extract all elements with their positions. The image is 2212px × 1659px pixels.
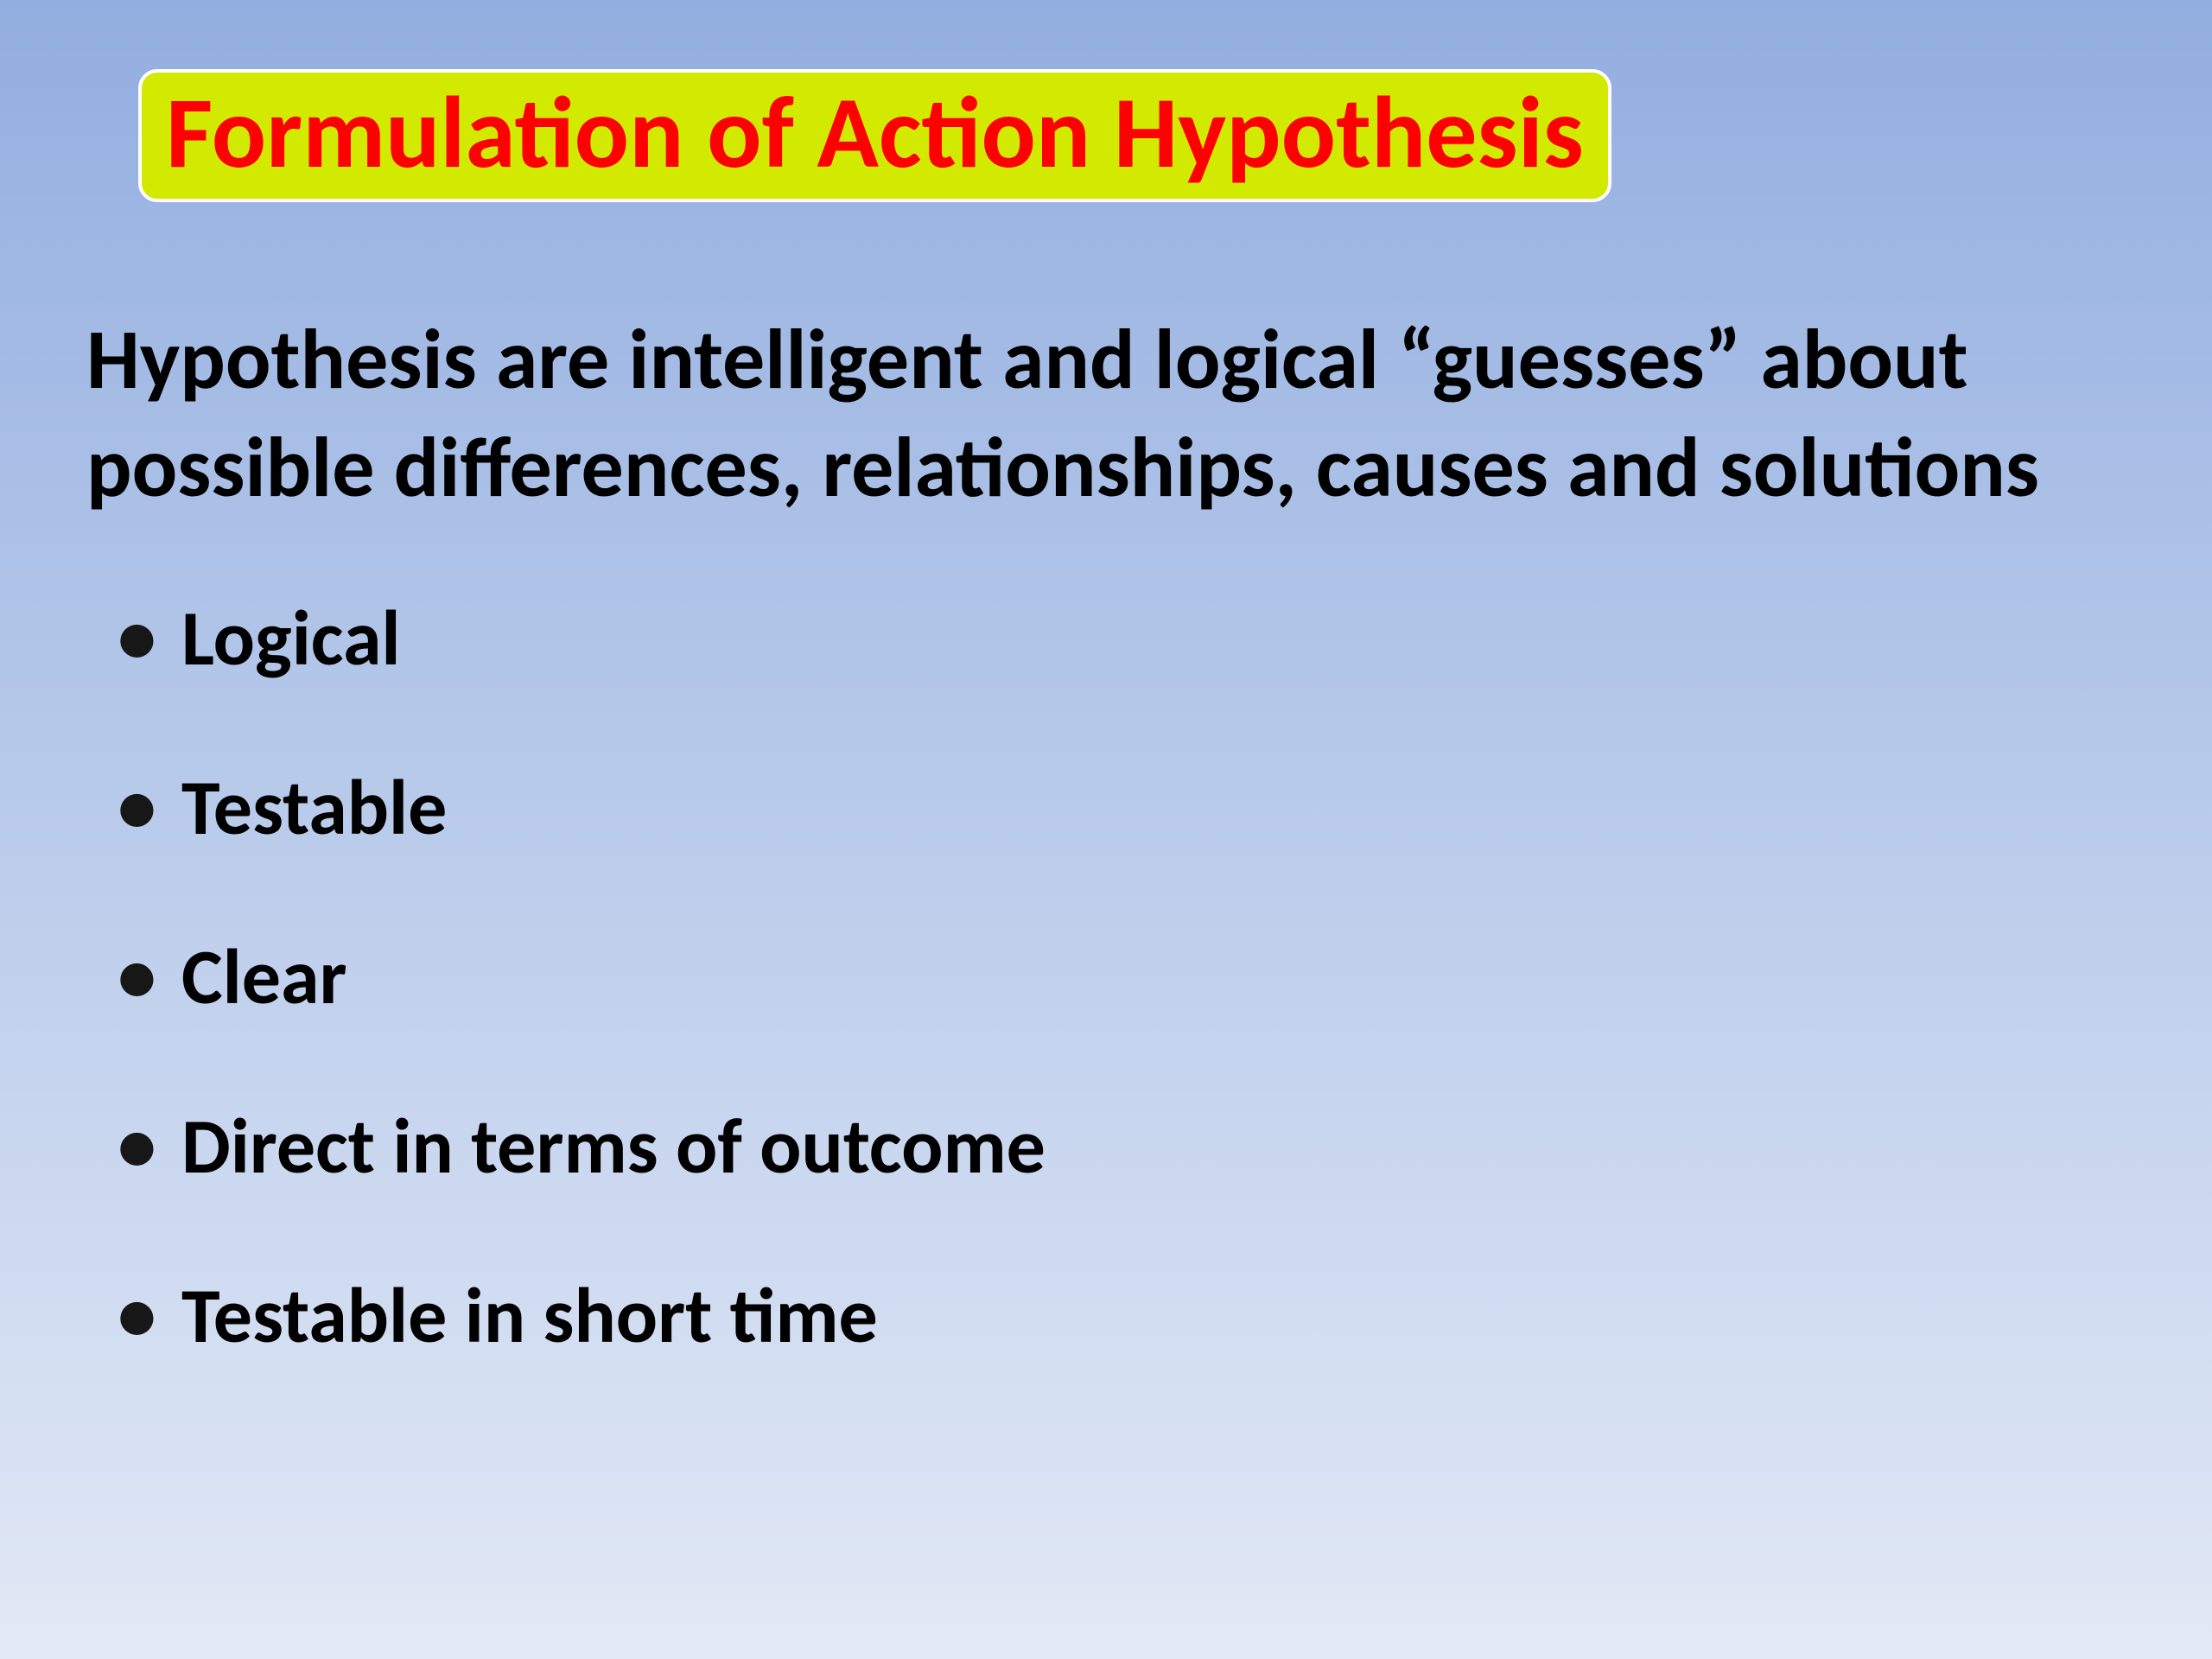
- list-item: Testable: [86, 761, 2126, 855]
- slide: Formulation of Action Hypothesis Hypothe…: [0, 0, 2212, 1659]
- intro-paragraph: Hypothesis are intelligent and logical “…: [86, 306, 2126, 523]
- list-item: Logical: [86, 592, 2126, 685]
- list-item: Testable in short time: [86, 1269, 2126, 1363]
- slide-body: Hypothesis are intelligent and logical “…: [86, 306, 2126, 1363]
- list-item: Direct in terms of outcome: [86, 1100, 2126, 1193]
- title-box: Formulation of Action Hypothesis: [138, 69, 1611, 202]
- list-item: Clear: [86, 931, 2126, 1024]
- slide-title: Formulation of Action Hypothesis: [166, 70, 1584, 194]
- bullet-list: Logical Testable Clear Direct in terms o…: [86, 592, 2126, 1363]
